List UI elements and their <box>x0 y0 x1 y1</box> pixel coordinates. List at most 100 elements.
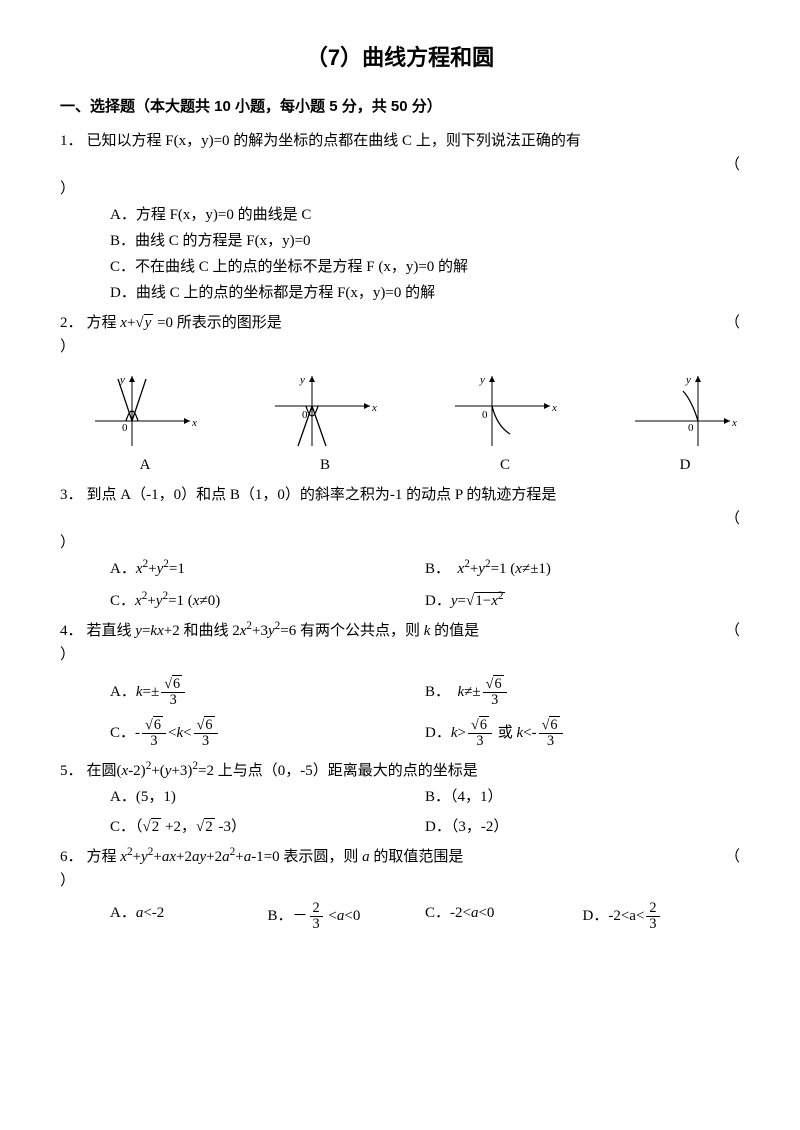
svg-text:0: 0 <box>688 422 694 434</box>
close-paren: ） <box>60 531 740 555</box>
or-text: 或 <box>494 725 517 741</box>
q2-post: =0 所表示的图形是 <box>153 315 281 331</box>
den3: 3 <box>194 734 218 749</box>
question-6: 6． 方程 x2+y2+ax+2ay+2a2+a-1=0 表示圆，则 a 的取值… <box>60 845 740 932</box>
svg-text:0: 0 <box>122 422 128 434</box>
q6-text: 方程 x2+y2+ax+2ay+2a2+a-1=0 表示圆，则 a 的取值范围是… <box>87 845 740 869</box>
q3-optA: A．x2+y2=1 <box>110 557 425 581</box>
question-2: 2． 方程 x+y =0 所表示的图形是 （ ） x y 0 A x <box>60 311 740 477</box>
sqrt6: 6 <box>153 716 163 733</box>
svg-text:y: y <box>685 374 691 386</box>
q1-text: 已知以方程 F(x，y)=0 的解为坐标的点都在曲线 C 上，则下列说法正确的有 <box>87 129 740 153</box>
q3-optD: D．y=1−x2 <box>425 589 740 613</box>
sqrt6: 6 <box>493 675 503 692</box>
q5-text: 在圆(x-2)2+(y+3)2=2 上与点（0，-5）距离最大的点的坐标是 <box>87 759 740 783</box>
q4-optC: C．-63<k<63 <box>110 718 425 749</box>
section-heading: 一、选择题（本大题共 10 小题，每小题 5 分，共 50 分） <box>60 95 740 119</box>
sqrt2b: 2 <box>204 818 215 835</box>
close-paren: ） <box>60 335 740 359</box>
num2: 2 <box>310 901 323 917</box>
optC-mid: +2， <box>161 819 196 835</box>
q1-optC: C．不在曲线 C 上的点的坐标不是方程 F (x，y)=0 的解 <box>110 255 740 279</box>
optB-label: B． <box>425 561 458 577</box>
q4-optD: D．k>63 或 k<-63 <box>425 718 740 749</box>
q1-optB: B．曲线 C 的方程是 F(x，y)=0 <box>110 229 740 253</box>
svg-text:0: 0 <box>482 409 488 421</box>
q2-graphs: x y 0 A x y 0 B x <box>90 371 740 477</box>
q2-pre: 方程 <box>87 315 121 331</box>
open-paren: （ <box>725 619 740 643</box>
sqrt6: 6 <box>204 716 214 733</box>
optB-pre: B．－ <box>268 908 308 924</box>
sqrt6: 6 <box>172 675 182 692</box>
den3: 3 <box>483 693 507 708</box>
svg-text:x: x <box>191 417 197 429</box>
graph-A: x y 0 A <box>90 371 200 477</box>
close-paren: ） <box>60 177 740 201</box>
den3b: 3 <box>646 917 659 932</box>
optD-pre: D．-2<a< <box>583 908 645 924</box>
den3: 3 <box>468 734 492 749</box>
q5-optD: D．（3，-2） <box>425 815 740 839</box>
q6-optA: A．a<-2 <box>110 901 268 932</box>
q3-optB: B． x2+y2=1 (x≠±1) <box>425 557 740 581</box>
q6-optD: D．-2<a<23 <box>583 901 741 932</box>
graph-D: x y 0 D <box>630 371 740 477</box>
den3: 3 <box>539 734 563 749</box>
optC-label: C． <box>110 725 135 741</box>
q2-number: 2． <box>60 311 83 335</box>
q3-number: 3． <box>60 483 83 507</box>
optC-pre: C．（ <box>110 819 143 835</box>
sqrt6: 6 <box>549 716 559 733</box>
question-3: 3． 到点 A（-1，0）和点 B（1，0）的斜率之积为-1 的动点 P 的轨迹… <box>60 483 740 613</box>
q3-text: 到点 A（-1，0）和点 B（1，0）的斜率之积为-1 的动点 P 的轨迹方程是 <box>87 483 740 507</box>
graph-B-label: B <box>270 453 380 477</box>
optA-label: A． <box>110 561 136 577</box>
svg-text:y: y <box>479 374 485 386</box>
q4-text: 若直线 y=kx+2 和曲线 2x2+3y2=6 有两个公共点，则 k 的值是 … <box>87 619 740 643</box>
num2b: 2 <box>646 901 659 917</box>
question-1: 1． 已知以方程 F(x，y)=0 的解为坐标的点都在曲线 C 上，则下列说法正… <box>60 129 740 305</box>
svg-text:x: x <box>551 402 557 414</box>
optB-label: B． <box>425 684 458 700</box>
q5-optC: C．（2 +2，2 -3） <box>110 815 425 839</box>
open-paren: （ <box>725 845 740 869</box>
q1-optA: A．方程 F(x，y)=0 的曲线是 C <box>110 203 740 227</box>
q1-optD: D．曲线 C 上的点的坐标都是方程 F(x，y)=0 的解 <box>110 281 740 305</box>
q3-optC: C．x2+y2=1 (x≠0) <box>110 589 425 613</box>
q4-number: 4． <box>60 619 83 643</box>
svg-text:x: x <box>731 417 737 429</box>
q4-optB: B． k≠±63 <box>425 677 740 708</box>
optD-label: D． <box>425 593 451 609</box>
den3: 3 <box>142 734 166 749</box>
q6-optB: B．－23 <a<0 <box>268 901 426 932</box>
optD-label: D． <box>425 725 451 741</box>
optC-mid2: -3） <box>215 819 246 835</box>
optC-label: C． <box>110 593 135 609</box>
den3: 3 <box>161 693 185 708</box>
q1-number: 1． <box>60 129 83 153</box>
graph-C: x y 0 C <box>450 371 560 477</box>
sqrt2: 2 <box>151 818 162 835</box>
q5-number: 5． <box>60 759 83 783</box>
close-paren: ） <box>60 643 740 667</box>
question-4: 4． 若直线 y=kx+2 和曲线 2x2+3y2=6 有两个公共点，则 k 的… <box>60 619 740 749</box>
q5-optA: A．(5，1) <box>110 785 425 809</box>
open-paren: （ <box>725 153 740 177</box>
q2-text: 方程 x+y =0 所表示的图形是 （ <box>87 311 740 335</box>
open-paren: （ <box>725 311 740 335</box>
q6-optC: C．-2<a<0 <box>425 901 583 932</box>
graph-D-label: D <box>630 453 740 477</box>
graph-C-label: C <box>450 453 560 477</box>
close-paren: ） <box>60 869 740 893</box>
graph-A-label: A <box>90 453 200 477</box>
svg-text:y: y <box>299 374 305 386</box>
svg-text:x: x <box>371 402 377 414</box>
optA-label: A． <box>110 684 136 700</box>
den3: 3 <box>310 917 323 932</box>
sqrt6: 6 <box>479 716 489 733</box>
graph-B: x y 0 B <box>270 371 380 477</box>
question-5: 5． 在圆(x-2)2+(y+3)2=2 上与点（0，-5）距离最大的点的坐标是… <box>60 759 740 839</box>
q6-number: 6． <box>60 845 83 869</box>
open-paren: （ <box>725 507 740 531</box>
